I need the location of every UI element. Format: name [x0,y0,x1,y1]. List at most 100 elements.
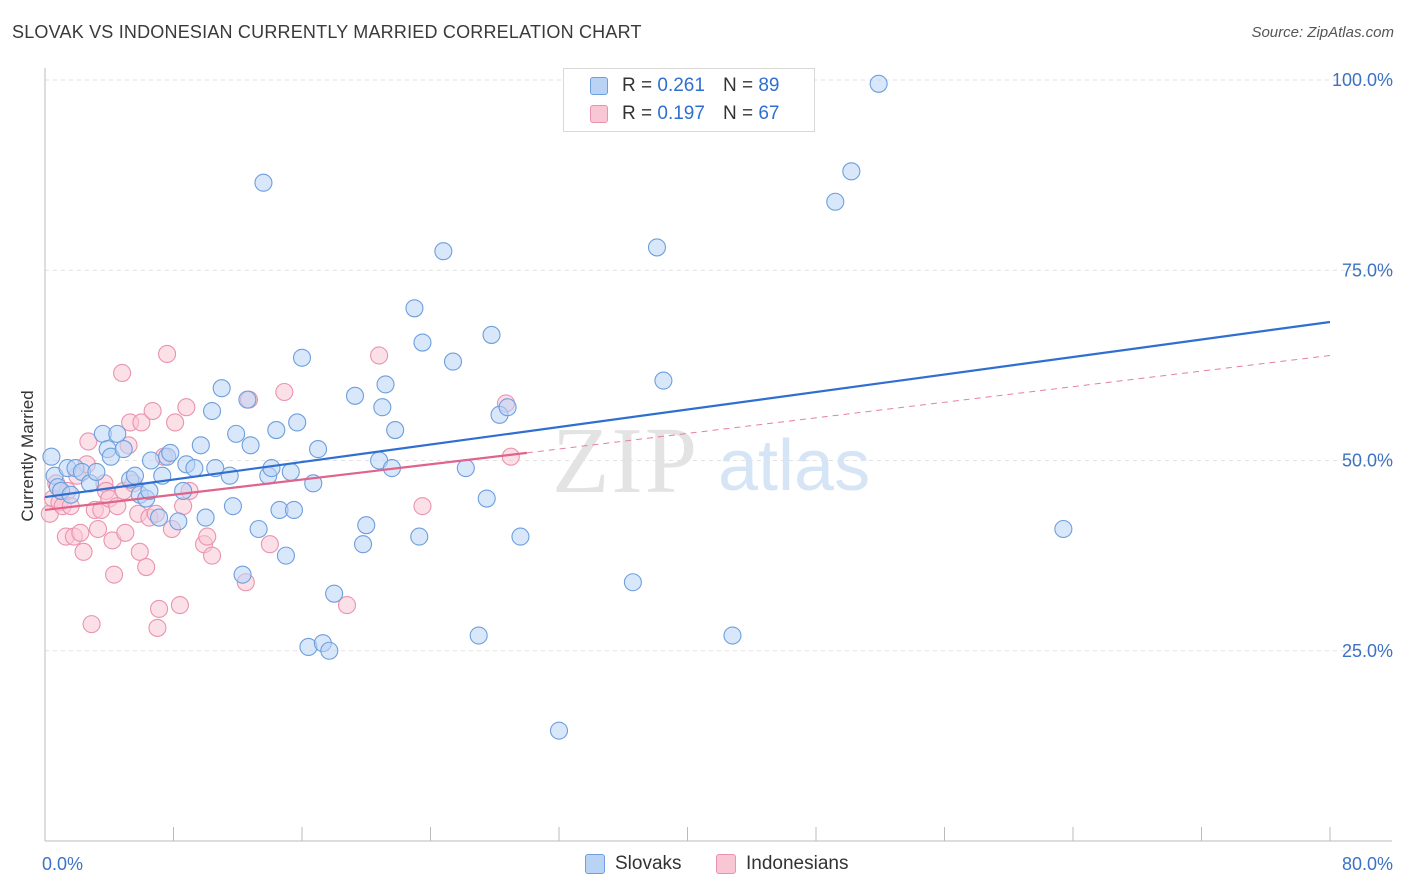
point-indonesians [113,363,132,383]
series-legend-indonesians[interactable]: Indonesians [716,852,848,876]
series-swatch-slovaks [585,854,605,874]
point-slovaks [549,721,569,740]
point-slovaks [345,386,365,405]
point-indonesians [105,565,124,584]
point-slovaks [281,462,300,481]
point-indonesians [203,546,222,565]
point-indonesians [158,344,177,364]
y-tick-label: 25.0% [1342,641,1393,661]
point-slovaks [108,424,127,443]
point-slovaks [482,325,501,344]
point-indonesians [116,523,135,542]
point-indonesians [174,497,193,516]
point-slovaks [227,424,246,443]
point-slovaks [161,443,180,462]
point-slovaks [185,459,204,478]
point-slovaks [276,546,295,565]
point-slovaks [125,466,144,485]
point-indonesians [275,382,294,402]
series-swatch-indonesians [716,854,736,874]
y-tick-label: 50.0% [1342,451,1393,471]
point-slovaks [413,333,432,352]
point-slovaks [262,459,281,478]
point-indonesians [79,432,98,451]
stats-legend: R = 0.261 N = 89 R = 0.197 N = 67 [563,68,815,132]
point-slovaks [469,626,488,645]
legend-n-slovaks: 89 [758,75,780,96]
point-slovaks [42,447,61,466]
point-slovaks [325,584,344,603]
point-slovaks [249,519,268,539]
point-slovaks [353,535,373,554]
chart-title: SLOVAK VS INDONESIAN CURRENTLY MARRIED C… [12,22,642,42]
point-indonesians [143,401,162,421]
series-label-slovaks: Slovaks [615,853,682,874]
point-slovaks [87,462,106,481]
point-slovaks [405,299,424,318]
point-slovaks [456,459,475,478]
point-indonesians [501,447,520,466]
point-slovaks [723,626,742,645]
trend-line-indonesians [44,451,528,512]
point-slovaks [357,516,376,535]
legend-row-slovaks: R = 0.261 N = 89 [590,74,779,98]
trend-lines [44,320,1331,512]
point-slovaks [141,451,161,470]
point-indonesians [177,398,196,417]
point-slovaks [477,489,496,508]
point-slovaks [174,481,193,500]
gridlines [45,79,1392,652]
point-indonesians [132,413,151,432]
point-slovaks [220,466,239,485]
point-slovaks [309,440,328,459]
point-slovaks [212,379,231,398]
y-axis-label: Currently Married [18,390,37,521]
point-slovaks [623,573,642,592]
point-indonesians [413,497,432,516]
point-indonesians [370,346,389,365]
watermark-atlas: atlas [718,426,870,506]
point-slovaks [267,421,286,440]
point-indonesians [149,599,169,618]
legend-row-indonesians: R = 0.197 N = 67 [590,102,779,126]
legend-n-label: N = [722,75,754,96]
point-slovaks [373,398,392,417]
point-slovaks [203,401,222,421]
point-slovaks [376,375,395,394]
series-label-indonesians: Indonesians [746,853,849,874]
watermark-zip: ZIP [552,409,699,513]
point-indonesians [88,519,108,539]
point-slovaks [284,500,304,520]
series-legend-slovaks[interactable]: Slovaks [585,852,682,876]
point-slovaks [647,238,667,257]
legend-n-indonesians: 67 [758,103,780,124]
x-tick-label: 80.0% [1342,854,1393,874]
point-slovaks [511,527,530,546]
point-slovaks [842,162,861,181]
point-indonesians [260,535,279,554]
legend-r-label: R = [622,103,653,124]
point-slovaks [114,440,133,459]
y-tick-label: 75.0% [1342,260,1393,280]
point-slovaks [149,508,169,527]
point-slovaks [233,565,252,584]
point-indonesians [166,413,185,432]
point-slovaks [443,352,463,371]
point-slovaks [241,436,260,455]
point-indonesians [198,527,217,546]
point-slovaks [498,398,517,417]
point-slovaks [288,413,307,432]
point-indonesians [337,596,357,615]
legend-n-label: N = [722,103,754,124]
point-slovaks [169,512,188,531]
point-slovaks [223,497,242,516]
source-credit: Source: ZipAtlas.com [1251,24,1394,41]
data-points [40,74,1073,740]
tick-labels: 25.0% 50.0% 75.0% 100.0% 0.0% 80.0% [42,70,1393,874]
legend-r-label: R = [622,75,653,96]
point-slovaks [292,348,312,367]
point-indonesians [137,557,156,577]
legend-swatch-indonesians [590,105,608,123]
point-indonesians [71,523,90,542]
